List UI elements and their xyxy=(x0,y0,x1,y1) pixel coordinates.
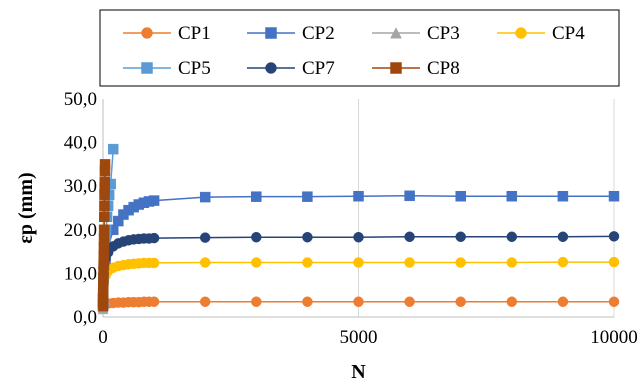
x-tick-label: 10000 xyxy=(590,327,638,348)
legend-item-cp7: CP7 xyxy=(247,58,335,79)
data-point xyxy=(251,191,262,202)
legend-item-cp5: CP5 xyxy=(123,58,211,79)
data-point xyxy=(455,296,466,307)
legend-marker xyxy=(141,27,153,39)
legend-item-cp1: CP1 xyxy=(123,23,211,44)
data-point xyxy=(99,200,110,212)
data-point xyxy=(199,232,211,243)
data-point xyxy=(506,296,518,307)
y-tick-label: 10,0 xyxy=(64,263,97,284)
data-point xyxy=(353,231,364,243)
legend-label: CP8 xyxy=(427,58,460,79)
legend: CP1 CP2 CP3 CP4 CP5 CP7 CP8 xyxy=(99,9,620,87)
data-point xyxy=(99,211,110,222)
data-point xyxy=(353,190,364,202)
data-point xyxy=(557,190,569,202)
data-point xyxy=(251,257,262,268)
legend-marker xyxy=(390,62,402,74)
data-point xyxy=(506,231,518,243)
data-point xyxy=(557,231,569,243)
legend-item-cp8: CP8 xyxy=(372,58,460,79)
axes: 0,0 10,0 20,0 30,0 40,0 50,0 0 5000 10000 Nεp (mm… xyxy=(15,89,638,383)
data-point xyxy=(608,296,620,307)
data-point xyxy=(148,257,160,269)
series-cp8 xyxy=(97,159,111,312)
legend-label: CP5 xyxy=(178,58,211,79)
legend-box xyxy=(99,9,620,87)
legend-marker xyxy=(265,62,277,74)
data-point xyxy=(455,190,466,202)
data-point xyxy=(148,296,160,307)
data-point xyxy=(99,176,111,188)
data-point xyxy=(199,257,211,268)
data-point xyxy=(404,231,415,243)
data-point xyxy=(251,231,262,243)
legend-label: CP4 xyxy=(552,23,585,44)
data-point xyxy=(455,257,466,268)
legend-label: CP2 xyxy=(302,23,335,44)
legend-marker xyxy=(265,27,277,39)
legend-marker xyxy=(515,27,527,39)
legend-item-cp3: CP3 xyxy=(372,23,460,44)
legend-item-cp2: CP2 xyxy=(247,23,335,44)
legend-label: CP1 xyxy=(178,23,211,44)
data-point xyxy=(353,257,364,268)
legend-marker xyxy=(390,27,402,39)
legend-label: CP7 xyxy=(302,58,335,79)
data-point xyxy=(404,190,415,202)
y-tick-label: 20,0 xyxy=(64,220,97,241)
data-point xyxy=(608,190,620,202)
data-point xyxy=(199,191,211,203)
data-point xyxy=(302,231,313,243)
data-point xyxy=(302,257,313,268)
data-point xyxy=(404,296,415,307)
data-point xyxy=(107,143,119,155)
data-point xyxy=(302,296,313,307)
legend-label: CP3 xyxy=(427,23,460,44)
y-tick-label: 30,0 xyxy=(64,176,97,197)
legend-marker xyxy=(141,62,153,74)
data-point xyxy=(506,257,518,268)
data-point xyxy=(99,159,111,170)
data-point xyxy=(98,224,110,236)
data-point xyxy=(148,232,160,244)
legend-item-cp4: CP4 xyxy=(497,23,585,44)
y-tick-label: 0,0 xyxy=(73,307,97,328)
x-tick-label: 0 xyxy=(98,327,108,348)
y-tick-label: 40,0 xyxy=(64,133,97,154)
x-tick-label: 5000 xyxy=(340,327,378,348)
data-point xyxy=(557,256,569,268)
data-point xyxy=(455,231,466,243)
data-point xyxy=(199,296,211,307)
plot-series xyxy=(97,143,620,315)
data-point xyxy=(148,195,160,206)
data-point xyxy=(302,191,313,202)
grid xyxy=(358,99,615,317)
y-axis-title: εp (mm) xyxy=(15,172,37,243)
data-point xyxy=(608,256,620,268)
data-point xyxy=(251,296,262,307)
data-point xyxy=(506,190,518,202)
data-point xyxy=(557,296,569,307)
data-point xyxy=(608,231,620,242)
data-point xyxy=(353,296,364,307)
x-axis-title: N xyxy=(351,361,366,383)
data-point xyxy=(404,257,415,268)
y-tick-label: 50,0 xyxy=(64,89,97,110)
